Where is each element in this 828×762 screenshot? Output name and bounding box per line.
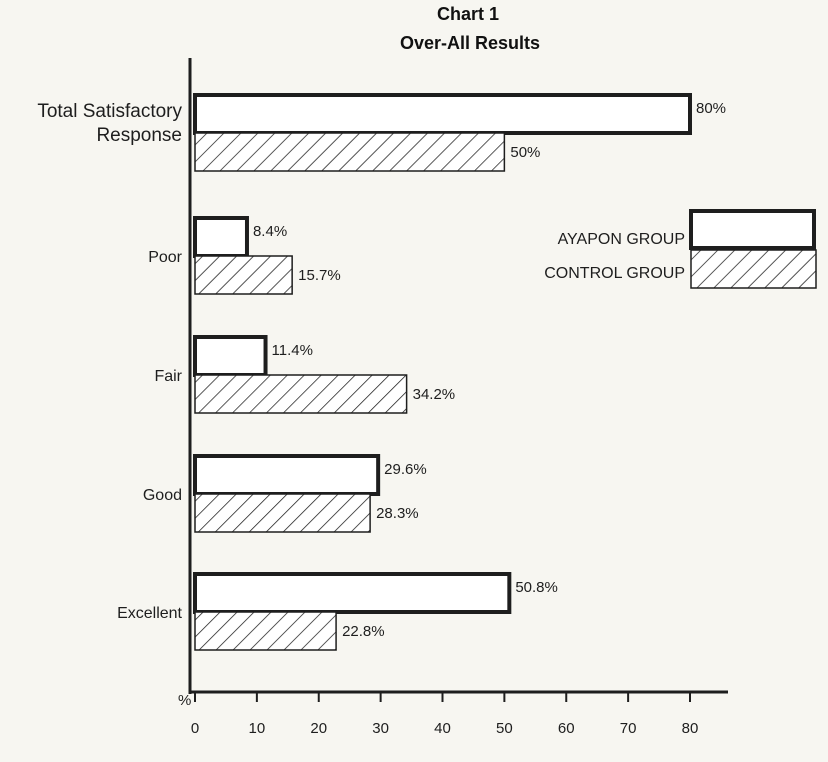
bar-ayapon-good xyxy=(193,454,381,496)
category-label-line: Good xyxy=(143,487,182,504)
value-label-control-fair: 34.2% xyxy=(413,386,456,403)
bar-ayapon-excellent xyxy=(193,572,512,614)
value-label-ayapon-excellent: 50.8% xyxy=(515,579,558,596)
category-label-good: Good xyxy=(143,487,182,504)
category-label-total: Total Satisfactory Response xyxy=(37,101,182,146)
x-tick-label: 0 xyxy=(191,720,199,737)
legend-label-control: CONTROL GROUP xyxy=(544,265,685,282)
x-tick-label: 70 xyxy=(620,720,637,737)
category-label-line: Response xyxy=(96,125,182,146)
category-label-line: Fair xyxy=(154,368,182,385)
category-label-poor: Poor xyxy=(148,249,182,266)
value-label-ayapon-poor: 8.4% xyxy=(253,223,287,240)
value-label-ayapon-good: 29.6% xyxy=(384,461,427,478)
category-label-line: Total Satisfactory xyxy=(37,101,182,122)
category-labels: Total Satisfactory Response Poor Fair Good Ex… xyxy=(37,101,182,622)
x-tick-label: 10 xyxy=(249,720,266,737)
x-tick-label: 30 xyxy=(372,720,389,737)
x-tick-label: 20 xyxy=(310,720,327,737)
x-tick-label: 80 xyxy=(682,720,699,737)
legend-label-ayapon: AYAPON GROUP xyxy=(558,231,685,248)
legend-swatch-control xyxy=(690,249,817,289)
bar-control-poor xyxy=(194,255,293,295)
chart-title: Chart 1 xyxy=(437,4,499,24)
value-label-ayapon-total: 80% xyxy=(696,100,726,117)
chart-subtitle: Over-All Results xyxy=(400,33,540,53)
legend-swatch-ayapon xyxy=(689,209,816,250)
bar-ayapon-fair xyxy=(193,335,268,377)
bar-control-fair xyxy=(194,374,408,414)
x-ticks: 0 10 20 30 40 50 60 70 80 xyxy=(191,692,699,737)
bar-control-excellent xyxy=(194,611,337,651)
bars-layer xyxy=(193,93,692,651)
bar-ayapon-total xyxy=(193,93,692,135)
bar-control-good xyxy=(194,493,371,533)
value-label-control-excellent: 22.8% xyxy=(342,623,385,640)
labels-layer: 80% 50% 8.4% 15.7% 11.4% 34.2% 29.6% 28.3% 50.8%… xyxy=(253,100,726,640)
bar-ayapon-poor xyxy=(193,216,249,258)
value-label-control-good: 28.3% xyxy=(376,505,419,522)
x-tick-label: 50 xyxy=(496,720,513,737)
category-label-line: Excellent xyxy=(117,605,182,622)
category-label-excellent: Excellent xyxy=(117,605,182,622)
value-label-ayapon-fair: 11.4% xyxy=(272,342,313,359)
value-label-control-total: 50% xyxy=(510,144,540,161)
x-tick-label: 60 xyxy=(558,720,575,737)
bar-control-total xyxy=(194,132,506,172)
category-label-line: Poor xyxy=(148,249,182,266)
x-tick-label: 40 xyxy=(434,720,451,737)
category-label-fair: Fair xyxy=(154,368,182,385)
legend: AYAPON GROUP CONTROL GROUP xyxy=(544,209,817,289)
x-axis-unit-label: % xyxy=(178,692,191,709)
value-label-control-poor: 15.7% xyxy=(298,267,341,284)
